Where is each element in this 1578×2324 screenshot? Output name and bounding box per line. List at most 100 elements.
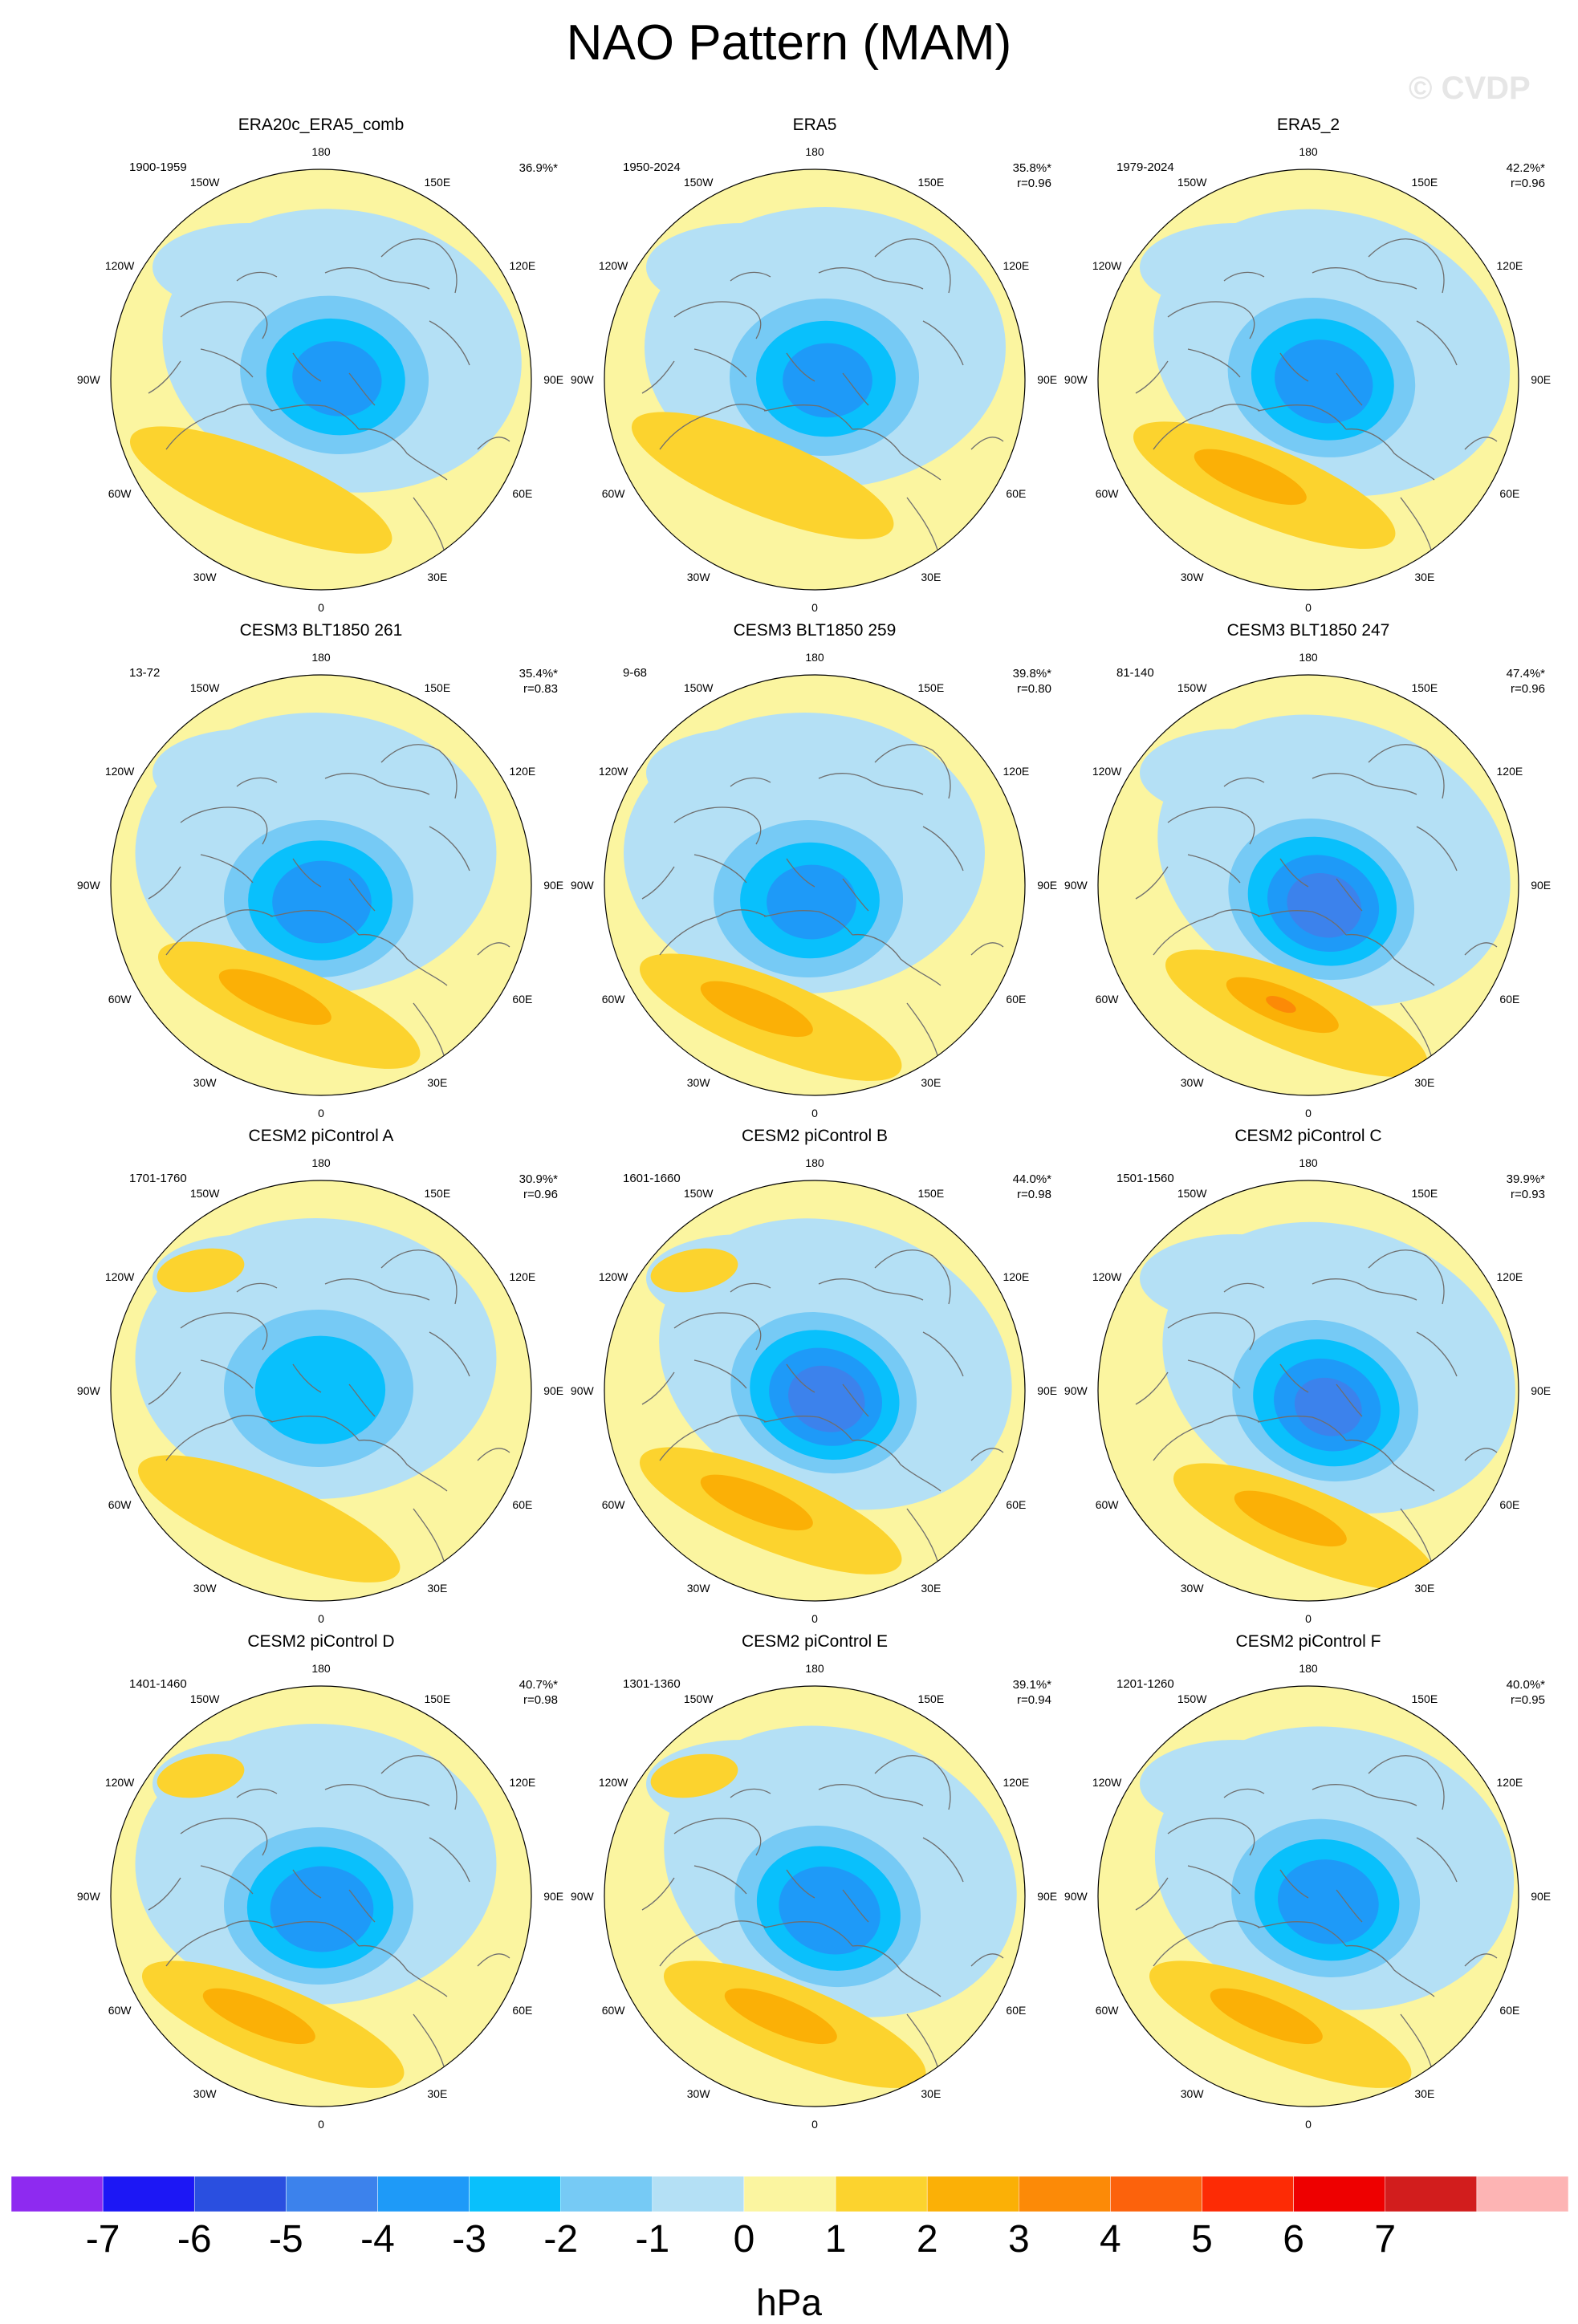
colorbar-bin [1476,2176,1568,2212]
lon-label: 60W [1096,1498,1120,1511]
panel-variance: 39.9%* r=0.93 [1481,1172,1545,1202]
high-pressure-contour [700,981,813,1038]
lon-label: 180 [311,1662,331,1675]
colorbar-tick: -1 [635,2218,669,2261]
lon-label: 120E [1497,765,1523,778]
panel-variance: 36.9%* [494,160,558,176]
coastlines [148,238,510,551]
panel-period: 1950-2024 [623,160,681,174]
pattern-correlation: r=0.80 [1017,682,1051,696]
lon-label: 0 [811,601,818,614]
lon-label: 120W [599,1270,628,1283]
map-boundary [110,1685,532,2107]
lon-label: 90E [543,879,563,892]
lon-label: 90W [77,373,101,386]
lon-label: 150E [1411,681,1438,694]
lon-label: 30E [1414,571,1434,583]
lon-label: 0 [318,601,324,614]
panel-title: CESM2 piControl D [247,1632,395,1651]
negative-region [1140,1234,1332,1322]
lon-label: 60E [1499,993,1519,1006]
colorbar-bin [286,2176,378,2212]
colorbar-bin [1019,2176,1111,2212]
pattern-correlation: r=0.83 [523,682,558,696]
high-pressure-contour [1234,1490,1347,1547]
variance-explained: 40.0%* [1506,1678,1545,1692]
map-boundary [1097,1685,1519,2107]
panel-title: CESM2 piControl F [1235,1632,1381,1651]
low-pressure-contour [788,1365,865,1432]
lon-label: 60E [1499,1498,1519,1511]
lon-label: 150W [1177,176,1207,189]
lon-label: 120W [599,1776,628,1789]
lon-label: 30E [921,571,941,583]
negative-region [1140,223,1332,311]
lon-label: 90W [1064,879,1088,892]
panel-variance: 44.0%* r=0.98 [987,1172,1051,1202]
lon-label: 30E [427,571,447,583]
lon-label: 90E [1037,373,1057,386]
polar-map: 180 150E 120E 90E 60E 30E 0 30W 60W 90W 120W 150W [571,1662,1057,2131]
panel-period: 1900-1959 [129,160,187,174]
lon-label: 30W [1181,2087,1205,2100]
colorbar-tick: -3 [452,2218,486,2261]
pattern-correlation: r=0.96 [1511,177,1545,190]
polar-map: 180 150E 120E 90E 60E 30E 0 30W 60W 90W 120W 150W [77,651,563,1119]
coastlines [641,1755,1004,2067]
colorbar: -7 -6 -5 -4 -3 -2 -1 0 1 2 3 4 5 6 7 [11,2176,1568,2261]
low-pressure-contour [270,1866,374,1952]
lon-label: 150W [684,681,714,694]
negative-region [646,223,839,311]
lon-label: 60E [1006,993,1026,1006]
lon-label: 150E [424,1187,450,1200]
map-boundary [110,169,532,591]
lon-label: 150E [917,176,944,189]
lon-label: 30E [921,2087,941,2100]
map-boundary [604,1180,1026,1602]
panel-title: ERA5_2 [1276,116,1340,134]
panel-period: 1979-2024 [1116,160,1174,174]
lon-label: 120W [1092,259,1122,272]
panel-variance: 42.2%* r=0.96 [1481,160,1545,191]
lon-label: 90W [1064,373,1088,386]
map-panel: 180 150E 120E 90E 60E 30E 0 30W 60W 90W 120W 150W ER… [1047,112,1569,618]
lon-label: 0 [318,1612,324,1625]
lon-label: 150E [1411,1692,1438,1705]
pattern-correlation: r=0.98 [1017,1188,1051,1201]
colorbar-tick: -6 [177,2218,212,2261]
lon-label: 30W [193,1582,218,1595]
panel-period: 13-72 [129,666,161,680]
colorbar-tick: 3 [1008,2218,1030,2261]
lon-label: 150W [190,1187,220,1200]
lon-label: 60W [1096,993,1120,1006]
panel-variance: 39.8%* r=0.80 [987,666,1051,697]
panel-variance: 35.4%* r=0.83 [494,666,558,697]
lon-label: 120W [1092,1270,1122,1283]
panel-title: CESM2 piControl E [741,1632,889,1651]
map-panel: 180 150E 120E 90E 60E 30E 0 30W 60W 90W 120W 150W CE… [60,618,582,1123]
lon-label: 30E [1414,1582,1434,1595]
lon-label: 60W [108,2004,132,2017]
panel-period: 1601-1660 [623,1172,681,1185]
low-pressure-contour [783,343,872,418]
lon-label: 180 [805,1156,824,1169]
coastlines [1135,744,1498,1056]
colorbar-tick: 4 [1100,2218,1121,2261]
high-pressure-contour [157,1753,245,1798]
coastlines [148,1249,510,1562]
lon-label: 120E [1497,259,1523,272]
lon-label: 120E [510,1776,536,1789]
lon-label: 30E [921,1582,941,1595]
colorbar-tick: 6 [1283,2218,1304,2261]
colorbar-unit: hPa [756,2281,822,2323]
lon-label: 150W [684,176,714,189]
map-boundary [1097,674,1519,1096]
map-panel: 180 150E 120E 90E 60E 30E 0 30W 60W 90W 120W 150W ER… [60,112,582,618]
lon-label: 30E [1414,2087,1434,2100]
map-panel: 180 150E 120E 90E 60E 30E 0 30W 60W 90W 120W 150W CE… [554,1629,1076,2135]
lon-label: 30E [921,1076,941,1089]
high-pressure-contour [218,969,331,1026]
lon-label: 90W [77,879,101,892]
lon-label: 30W [687,571,711,583]
lon-label: 0 [811,2118,818,2131]
